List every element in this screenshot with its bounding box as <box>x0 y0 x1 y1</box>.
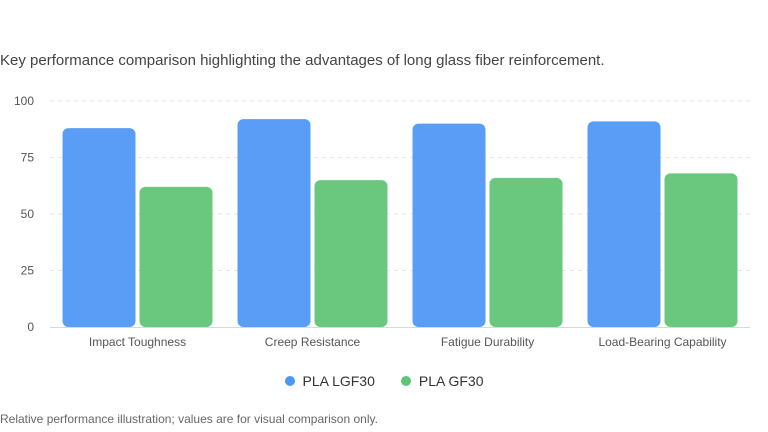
bar-1-3[interactable] <box>412 123 486 327</box>
x-tick-label: Fatigue Durability <box>441 335 534 349</box>
legend-label-series-2: PLA GF30 <box>418 373 484 389</box>
legend-item-series-1[interactable]: PLA LGF30 <box>284 373 375 389</box>
bar-1-2[interactable] <box>237 119 311 327</box>
x-tick-label: Load-Bearing Capability <box>598 335 726 349</box>
x-tick-label: Impact Toughness <box>89 335 186 349</box>
legend-marker-series-2 <box>400 376 411 386</box>
bar-1-1[interactable] <box>62 128 136 327</box>
bar-1-4[interactable] <box>587 121 661 327</box>
legend-label-series-1: PLA LGF30 <box>302 373 375 389</box>
legend-marker-series-1 <box>284 376 295 386</box>
y-tick-label: 75 <box>21 151 35 165</box>
y-tick-label: 100 <box>14 94 34 108</box>
y-tick-label: 50 <box>21 207 35 221</box>
bar-2-1[interactable] <box>139 186 213 327</box>
bar-2-3[interactable] <box>489 177 563 327</box>
chart-subtitle: Key performance comparison highlighting … <box>0 52 605 69</box>
y-tick-label: 25 <box>21 264 35 278</box>
y-tick-label: 0 <box>27 320 34 334</box>
x-tick-label: Creep Resistance <box>265 335 361 349</box>
chart-legend: PLA LGF30 PLA GF30 <box>0 373 768 389</box>
legend-item-series-2[interactable]: PLA GF30 <box>400 373 484 389</box>
bar-2-4[interactable] <box>664 173 738 327</box>
bar-2-2[interactable] <box>314 180 388 327</box>
bar-chart: 0 25 50 75 100 Impact Toughness Creep Resistan… <box>14 94 750 349</box>
chart-footnote: Relative performance illustration; value… <box>0 412 378 426</box>
